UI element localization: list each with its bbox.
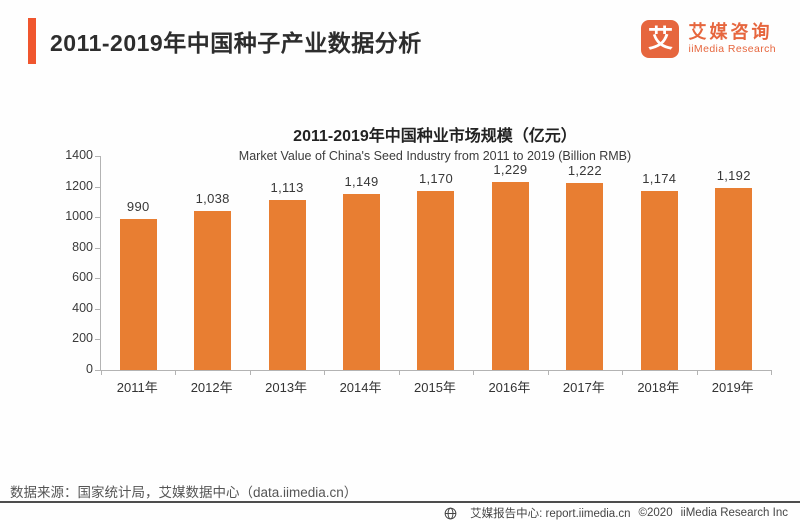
footer: 艾媒报告中心: report.iimedia.cn ©2020 iiMedia … (444, 505, 788, 520)
x-axis-tick (101, 370, 102, 375)
bar (640, 190, 678, 370)
bar-value-label: 1,149 (344, 174, 379, 190)
bar-column: 1,113 (250, 156, 324, 370)
y-axis-tick (95, 370, 100, 371)
bar (119, 218, 157, 370)
x-axis-category-label: 2013年 (265, 380, 308, 395)
logo-name-en: iiMedia Research (688, 43, 776, 56)
bar-column: 1,038 (175, 156, 249, 370)
x-axis-category-label: 2014年 (339, 380, 382, 395)
bar-value-label: 1,222 (567, 163, 602, 179)
iimedia-badge-icon (444, 507, 457, 520)
footer-company: iiMedia Research Inc (680, 507, 788, 519)
bar-value-label: 1,170 (418, 171, 453, 187)
title-accent-bar (28, 18, 36, 64)
y-axis-tick (95, 308, 100, 310)
bar-column: 1,149 (324, 156, 398, 370)
y-axis-tick-label: 200 (72, 331, 93, 346)
bar-value-label: 1,229 (493, 162, 528, 178)
iimedia-logo: 艾 艾媒咨询 iiMedia Research (641, 20, 776, 58)
bar-value-label: 1,113 (270, 179, 304, 195)
y-axis-tick (95, 247, 100, 249)
x-axis-category-label: 2011年 (116, 380, 158, 395)
y-axis-tick-label: 400 (72, 300, 93, 315)
footer-divider (0, 501, 800, 503)
x-axis-labels: 2011年 2012年 2013年 2014年 2015年 2016年 2017年 2018年… (100, 377, 770, 396)
logo-text: 艾媒咨询 iiMedia Research (688, 22, 776, 55)
y-axis-tick (95, 278, 100, 280)
footer-report-center: 艾媒报告中心: report.iimedia.cn (470, 508, 631, 520)
bar-column: 1,174 (622, 156, 696, 370)
bar (194, 211, 232, 370)
bar-value-label: 1,038 (195, 191, 230, 207)
bar (715, 187, 753, 370)
y-axis-tick-label: 1200 (65, 178, 93, 193)
y-axis-tick (95, 217, 100, 219)
logo-name-cn: 艾媒咨询 (688, 22, 773, 43)
y-axis-tick (95, 156, 100, 157)
footer-copyright: ©2020 (638, 507, 673, 519)
y-axis-tick (95, 186, 100, 188)
chart-header: 2011-2019年中国种业市场规模（亿元） Market Value of C… (100, 122, 770, 163)
x-axis-category-label: 2019年 (711, 380, 754, 395)
bar (566, 183, 604, 370)
x-axis-category-label: 2017年 (562, 380, 605, 395)
bar-column: 1,170 (399, 156, 473, 370)
x-axis-tick (324, 370, 326, 375)
iimedia-logo-icon: 艾 (641, 20, 680, 58)
x-axis-tick (622, 370, 624, 375)
plot-area: 990 1,038 1,113 1,149 1,170 1,229 1,222 1,174 1,… (65, 148, 772, 376)
x-axis-category-label: 2018年 (637, 380, 680, 395)
y-axis-tick-label: 800 (72, 239, 93, 254)
header: 2011-2019年中国种子产业数据分析 (28, 18, 422, 64)
logo-mark-glyph: 艾 (647, 24, 673, 53)
x-axis-tick (696, 370, 698, 375)
bar-column: 1,222 (548, 156, 622, 370)
x-axis-tick (398, 370, 400, 375)
bar-column: 990 (101, 156, 175, 370)
x-axis-category-label: 2012年 (190, 380, 233, 395)
page-title: 2011-2019年中国种子产业数据分析 (50, 30, 422, 56)
bar-value-label: 1,174 (642, 170, 677, 186)
bar (491, 182, 529, 370)
x-axis-tick (473, 370, 475, 375)
bar (268, 199, 306, 370)
bars-container: 990 1,038 1,113 1,149 1,170 1,229 1,222 1,174 1,… (101, 156, 771, 370)
bar-value-label: 990 (126, 198, 150, 214)
y-axis-tick (95, 339, 100, 341)
y-axis-tick-label: 0 (86, 362, 93, 376)
y-axis-tick-label: 600 (72, 270, 93, 285)
bar-column: 1,229 (473, 156, 547, 370)
x-axis-category-label: 2015年 (414, 380, 456, 395)
bar (417, 191, 455, 370)
x-axis-tick (547, 370, 549, 375)
y-axis-tick-label: 1400 (65, 148, 93, 162)
chart-subtitle: Market Value of China's Seed Industry fr… (238, 149, 632, 163)
bar (343, 194, 381, 370)
x-axis-category-label: 2016年 (488, 380, 531, 395)
bar-value-label: 1,192 (716, 167, 751, 183)
x-axis-tick (175, 370, 177, 375)
source-note: 数据来源：国家统计局，艾媒数据中心（data.iimedia.cn） (10, 485, 358, 500)
bar-column: 1,192 (697, 156, 771, 370)
y-axis-tick-label: 1000 (65, 209, 93, 224)
x-axis-tick (249, 370, 251, 375)
chart-title: 2011-2019年中国种业市场规模（亿元） (293, 128, 577, 145)
x-axis-tick (771, 370, 772, 375)
